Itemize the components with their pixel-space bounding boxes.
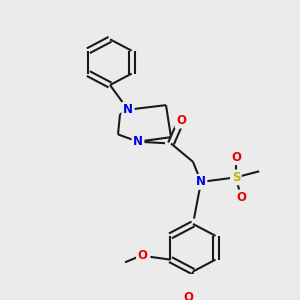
Text: N: N xyxy=(123,103,133,116)
Text: O: O xyxy=(176,114,186,127)
Text: S: S xyxy=(232,171,240,184)
Text: O: O xyxy=(137,249,148,262)
Text: N: N xyxy=(133,135,143,148)
Text: O: O xyxy=(231,151,241,164)
Text: O: O xyxy=(236,191,246,204)
Text: N: N xyxy=(123,103,133,116)
Text: O: O xyxy=(183,291,193,300)
Text: N: N xyxy=(196,176,206,188)
